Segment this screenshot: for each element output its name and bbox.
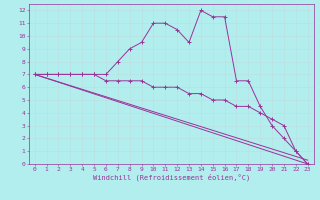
X-axis label: Windchill (Refroidissement éolien,°C): Windchill (Refroidissement éolien,°C) xyxy=(92,174,250,181)
